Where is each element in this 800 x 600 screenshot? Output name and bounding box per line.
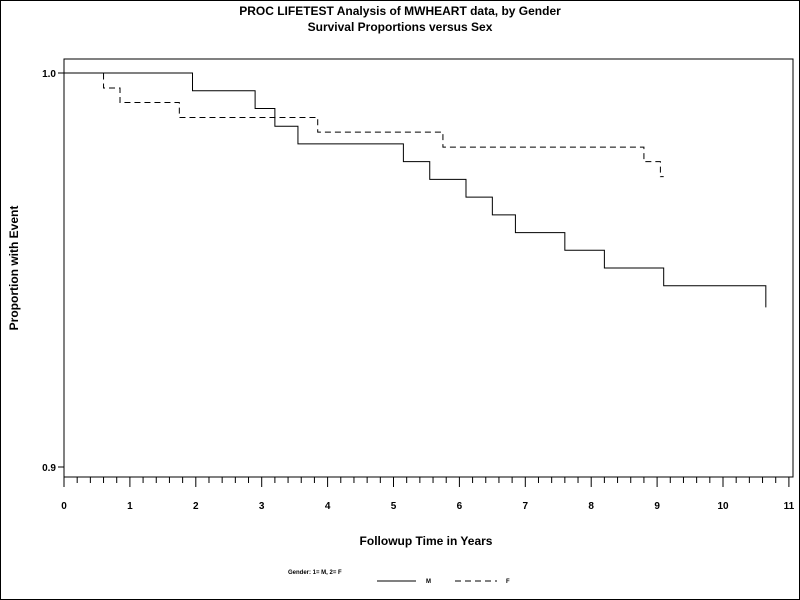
x-tick-label: 10 bbox=[717, 501, 729, 512]
series-f-line bbox=[64, 72, 664, 178]
x-tick-label: 0 bbox=[61, 501, 67, 512]
chart-subtitle: Survival Proportions versus Sex bbox=[308, 20, 493, 34]
x-tick-label: 9 bbox=[654, 501, 660, 512]
y-tick-label: 1.0 bbox=[42, 69, 56, 80]
x-tick-label: 5 bbox=[391, 501, 397, 512]
series-m-line bbox=[64, 72, 767, 308]
legend-label-m: M bbox=[426, 579, 431, 585]
chart-title: PROC LIFETEST Analysis of MWHEART data, … bbox=[239, 4, 561, 18]
x-tick-label: 8 bbox=[588, 501, 594, 512]
x-tick-label: 1 bbox=[127, 501, 133, 512]
x-axis: 0 1 2 3 4 5 6 7 8 9 10 11 bbox=[61, 477, 795, 512]
x-axis-label: Followup Time in Years bbox=[360, 534, 493, 548]
x-tick-label: 3 bbox=[259, 501, 265, 512]
legend: Gender: 1= M, 2= F M F bbox=[288, 570, 510, 585]
x-tick-label: 11 bbox=[784, 501, 795, 512]
y-tick-label: 0.9 bbox=[42, 463, 56, 474]
x-tick-label: 4 bbox=[325, 501, 331, 512]
legend-title: Gender: 1= M, 2= F bbox=[288, 570, 342, 576]
plot-area bbox=[63, 58, 794, 478]
x-tick-label: 2 bbox=[193, 501, 199, 512]
y-axis-label: Proportion with Event bbox=[7, 206, 21, 331]
legend-label-f: F bbox=[506, 579, 510, 585]
series-layer bbox=[64, 72, 767, 308]
x-tick-label: 7 bbox=[523, 501, 529, 512]
x-tick-label: 6 bbox=[457, 501, 463, 512]
y-axis: 0.9 1.0 bbox=[42, 69, 64, 474]
